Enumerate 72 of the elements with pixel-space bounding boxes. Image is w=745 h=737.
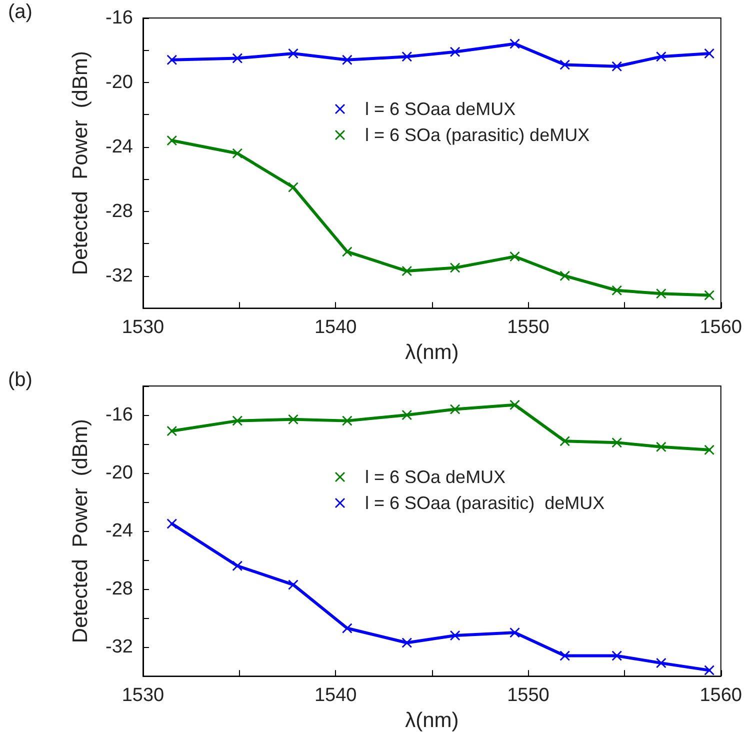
- y-tick-label: -20: [106, 72, 133, 93]
- x-axis-title: λ(nm): [405, 341, 459, 364]
- legend-label: l = 6 SOaa (parasitic) deMUX: [365, 493, 605, 513]
- point: [402, 410, 412, 420]
- legend-label: l = 6 SOa (parasitic) deMUX: [365, 125, 590, 145]
- point: [560, 650, 570, 661]
- y-tick-label: -16: [106, 8, 133, 28]
- legend-label: l = 6 SOaa deMUX: [365, 99, 516, 119]
- point: [342, 623, 352, 634]
- point: [450, 46, 460, 57]
- point: [704, 665, 714, 676]
- point: [612, 285, 622, 296]
- point: [342, 54, 352, 65]
- point: [560, 270, 570, 281]
- point: [166, 54, 177, 65]
- point: [288, 580, 298, 590]
- y-axis-title: Detected Power (dBm): [69, 419, 92, 644]
- point: [656, 658, 666, 668]
- y-tick-label: -20: [106, 462, 133, 484]
- point: [704, 444, 714, 455]
- point: [450, 262, 460, 273]
- point: [656, 288, 666, 299]
- x-tick-label: 1560: [700, 317, 742, 338]
- y-tick-label: -32: [106, 636, 133, 658]
- x-tick-label: 1550: [507, 317, 550, 338]
- text: (b): [8, 369, 32, 391]
- x-tick-label: 1560: [700, 685, 742, 706]
- point: [704, 290, 714, 300]
- point: [450, 630, 460, 640]
- x-tick-label: 1550: [507, 685, 550, 706]
- point: [402, 52, 412, 62]
- point: [612, 438, 622, 448]
- y-tick-label: -24: [106, 136, 134, 158]
- x-tick-label: 1540: [314, 685, 357, 706]
- text: (a): [8, 1, 32, 23]
- point: [166, 135, 177, 146]
- point: [704, 48, 714, 58]
- point: [612, 650, 622, 661]
- point: [560, 60, 570, 70]
- point: [510, 400, 520, 410]
- x-tick-label: 1540: [314, 317, 357, 338]
- point: [402, 638, 412, 648]
- y-tick-label: -32: [106, 265, 133, 286]
- point: [166, 426, 177, 436]
- point: [232, 53, 242, 64]
- point: [510, 628, 520, 638]
- legend-label: l = 6 SOa deMUX: [365, 467, 506, 487]
- point: [342, 246, 352, 257]
- point: [232, 148, 242, 158]
- point: [232, 560, 242, 571]
- x-tick-label: 1530: [122, 685, 164, 706]
- point: [450, 404, 460, 414]
- point: [510, 38, 520, 49]
- y-tick-label: -28: [106, 578, 133, 600]
- point: [402, 266, 412, 276]
- y-tick-label: -16: [106, 404, 133, 426]
- point: [342, 416, 352, 426]
- point: [560, 436, 570, 446]
- y-axis-title: Detected Power (dBm): [69, 51, 92, 276]
- point: [656, 442, 666, 452]
- point: [612, 61, 622, 72]
- y-tick-label: -24: [106, 520, 134, 542]
- point: [656, 52, 666, 62]
- point: [510, 252, 520, 262]
- x-axis-title: λ(nm): [405, 709, 459, 732]
- point: [288, 414, 298, 424]
- point: [288, 182, 298, 192]
- point: [166, 518, 177, 529]
- y-tick-label: -28: [106, 200, 133, 222]
- point: [288, 48, 298, 58]
- x-tick-label: 1530: [122, 317, 164, 338]
- point: [232, 416, 242, 426]
